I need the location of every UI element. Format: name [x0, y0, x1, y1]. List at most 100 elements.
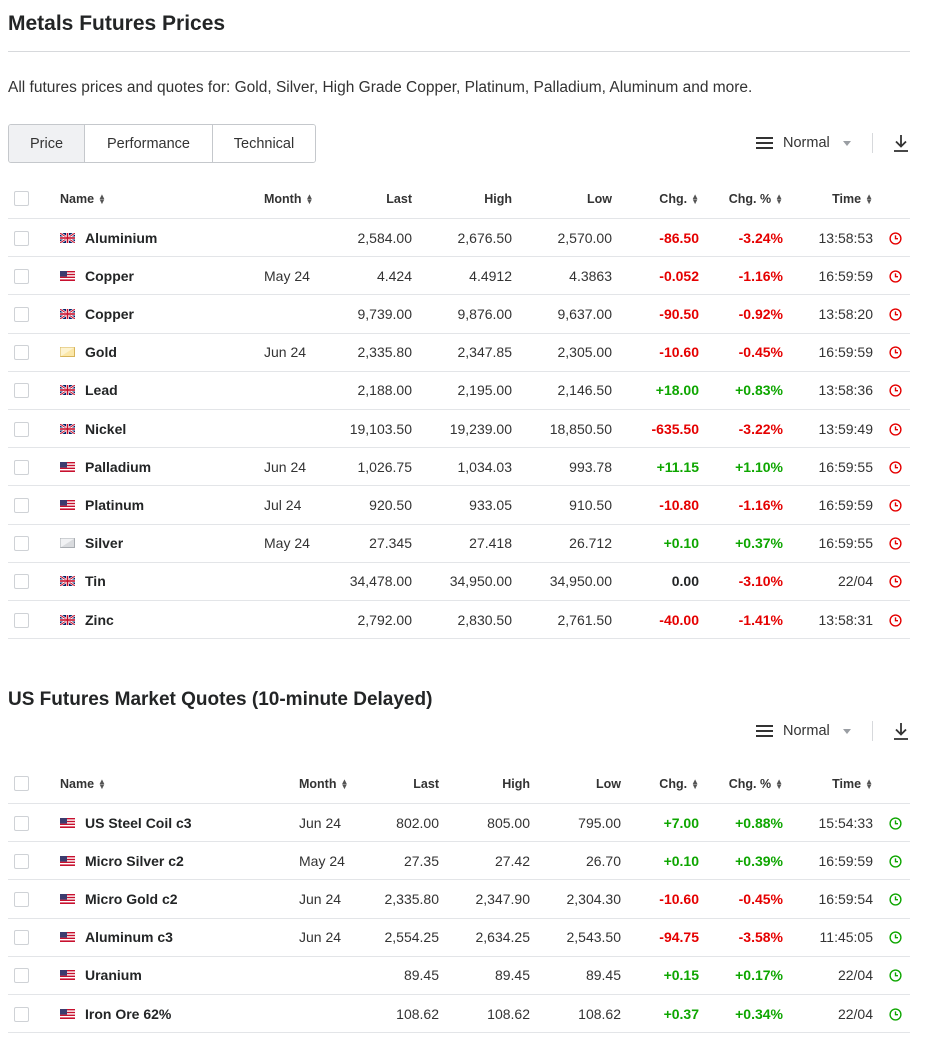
row-checkbox[interactable] [14, 891, 29, 907]
instrument-name-link[interactable]: Zinc [85, 611, 114, 628]
row-checkbox[interactable] [14, 345, 29, 361]
row-checkbox[interactable] [14, 612, 29, 628]
cell-name[interactable]: Gold [60, 334, 117, 371]
column-header-time[interactable]: Time ▲ ▼ [832, 765, 873, 803]
row-checkbox[interactable] [14, 268, 29, 284]
instrument-name-link[interactable]: Copper [85, 267, 134, 284]
table-row[interactable]: Tin 34,478.00 34,950.00 34,950.00 0.00 -3.10%… [8, 563, 910, 601]
row-checkbox[interactable] [14, 421, 29, 437]
instrument-name-link[interactable]: Micro Silver c2 [85, 852, 184, 869]
column-header-month[interactable]: Month ▲ ▼ [299, 765, 348, 803]
download-icon[interactable] [892, 133, 910, 153]
cell-name[interactable]: Zinc [60, 601, 114, 638]
instrument-name-link[interactable]: Gold [85, 344, 117, 361]
column-header-chg[interactable]: Chg. ▲ ▼ [659, 765, 699, 803]
instrument-name-link[interactable]: Nickel [85, 420, 127, 437]
row-checkbox[interactable] [14, 497, 29, 513]
row-checkbox[interactable] [14, 230, 29, 246]
table-row[interactable]: Silver May 24 27.345 27.418 26.712 +0.10 +0.37… [8, 525, 910, 563]
select-all-checkbox[interactable] [14, 776, 29, 791]
row-checkbox[interactable] [14, 536, 29, 552]
view-mode-dropdown[interactable]: Normal [756, 134, 851, 152]
cell-chg-pct: -3.10% [738, 573, 783, 590]
row-checkbox[interactable] [14, 1006, 29, 1022]
column-header-name[interactable]: Name ▲ ▼ [60, 765, 106, 803]
table-row[interactable]: Lead 2,188.00 2,195.00 2,146.50 +18.00 +0.83%… [8, 372, 910, 410]
sort-icon: ▲ ▼ [340, 777, 349, 791]
table-row[interactable]: Micro Gold c2 Jun 24 2,335.80 2,347.90 2,304… [8, 880, 910, 919]
instrument-name-link[interactable]: Tin [85, 573, 106, 590]
column-header-chg-pct[interactable]: Chg. % ▲ ▼ [729, 765, 783, 803]
table-row[interactable]: Zinc 2,792.00 2,830.50 2,761.50 -40.00 -1.41%… [8, 601, 910, 640]
cell-last: 108.62 [396, 1005, 439, 1022]
column-header-month[interactable]: Month ▲ ▼ [264, 180, 313, 218]
table-row[interactable]: Gold Jun 24 2,335.80 2,347.85 2,305.00 -10.60… [8, 334, 910, 372]
instrument-name-link[interactable]: Micro Gold c2 [85, 890, 178, 907]
cell-name[interactable]: Aluminum c3 [60, 919, 173, 956]
row-checkbox[interactable] [14, 306, 29, 322]
table-row[interactable]: Palladium Jun 24 1,026.75 1,034.03 993.78 +11… [8, 448, 910, 487]
table-row[interactable]: Copper 9,739.00 9,876.00 9,637.00 -90.50 -0.9… [8, 295, 910, 334]
table-row[interactable]: Nickel 19,103.50 19,239.00 18,850.50 -635.50… [8, 410, 910, 449]
cell-name[interactable]: Uranium [60, 957, 142, 994]
instrument-name-link[interactable]: US Steel Coil c3 [85, 814, 192, 831]
column-label: Name [60, 777, 95, 791]
column-header-time[interactable]: Time ▲ ▼ [832, 180, 873, 218]
download-icon[interactable] [892, 721, 910, 741]
cell-chg: -10.60 [659, 890, 699, 907]
instrument-name-link[interactable]: Platinum [85, 496, 145, 513]
table-row[interactable]: Uranium 89.45 89.45 89.45 +0.15 +0.17% 22/04 [8, 957, 910, 995]
row-checkbox[interactable] [14, 853, 29, 869]
column-header-name[interactable]: Name ▲ ▼ [60, 180, 106, 218]
instrument-name-link[interactable]: Aluminium [85, 229, 158, 246]
row-checkbox[interactable] [14, 574, 29, 590]
clock-icon [889, 346, 902, 359]
instrument-name-link[interactable]: Silver [85, 535, 124, 552]
tab-technical[interactable]: Technical [212, 125, 315, 162]
cell-name[interactable]: Micro Silver c2 [60, 842, 184, 879]
cell-name[interactable]: US Steel Coil c3 [60, 804, 192, 841]
tab-price[interactable]: Price [9, 125, 84, 162]
cell-name[interactable]: Palladium [60, 448, 151, 485]
instrument-name-link[interactable]: Palladium [85, 458, 152, 475]
tab-performance[interactable]: Performance [84, 125, 212, 162]
row-checkbox[interactable] [14, 815, 29, 831]
cell-name[interactable]: Copper [60, 257, 134, 294]
column-header-chg-pct[interactable]: Chg. % ▲ ▼ [729, 180, 783, 218]
row-checkbox[interactable] [14, 459, 29, 475]
table-row[interactable]: Iron Ore 62% 108.62 108.62 108.62 +0.37 +0.34… [8, 995, 910, 1034]
cell-name[interactable]: Iron Ore 62% [60, 995, 171, 1032]
cell-name[interactable]: Nickel [60, 410, 126, 447]
table-row[interactable]: Aluminum c3 Jun 24 2,554.25 2,634.25 2,543.5… [8, 919, 910, 957]
row-checkbox[interactable] [14, 383, 29, 399]
cell-name[interactable]: Micro Gold c2 [60, 880, 178, 917]
select-all-checkbox[interactable] [14, 191, 29, 206]
column-header-chg[interactable]: Chg. ▲ ▼ [659, 180, 699, 218]
instrument-name-link[interactable]: Iron Ore 62% [85, 1005, 172, 1022]
cell-name[interactable]: Copper [60, 295, 134, 332]
table-row[interactable]: Micro Silver c2 May 24 27.35 27.42 26.70 +0.1… [8, 842, 910, 881]
view-mode-label: Normal [783, 135, 830, 151]
cell-time: 16:59:59 [818, 267, 874, 284]
cell-name[interactable]: Platinum [60, 486, 144, 523]
cell-high: 805.00 [487, 814, 530, 831]
table-row[interactable]: US Steel Coil c3 Jun 24 802.00 805.00 795.00… [8, 804, 910, 843]
cell-name[interactable]: Silver [60, 525, 123, 562]
view-tabs: Price Performance Technical [8, 124, 316, 163]
table-row[interactable]: Copper May 24 4.424 4.4912 4.3863 -0.052 -1.16… [8, 257, 910, 296]
cell-name[interactable]: Tin [60, 563, 106, 600]
view-mode-dropdown-2[interactable]: Normal [756, 722, 851, 740]
instrument-name-link[interactable]: Copper [85, 305, 134, 322]
silver-icon [60, 538, 75, 549]
cell-chg: 0.00 [671, 573, 699, 590]
row-checkbox[interactable] [14, 968, 29, 984]
table-row[interactable]: Aluminium 2,584.00 2,676.50 2,570.00 -86.50 -… [8, 219, 910, 258]
cell-name[interactable]: Lead [60, 372, 118, 409]
table-row[interactable]: Platinum Jul 24 920.50 933.05 910.50 -10.80 -1… [8, 486, 910, 525]
instrument-name-link[interactable]: Aluminum c3 [85, 929, 173, 946]
instrument-name-link[interactable]: Uranium [85, 967, 142, 984]
cell-name[interactable]: Aluminium [60, 219, 157, 256]
cell-chg-pct: +1.10% [735, 458, 783, 475]
row-checkbox[interactable] [14, 930, 29, 946]
instrument-name-link[interactable]: Lead [85, 382, 118, 399]
